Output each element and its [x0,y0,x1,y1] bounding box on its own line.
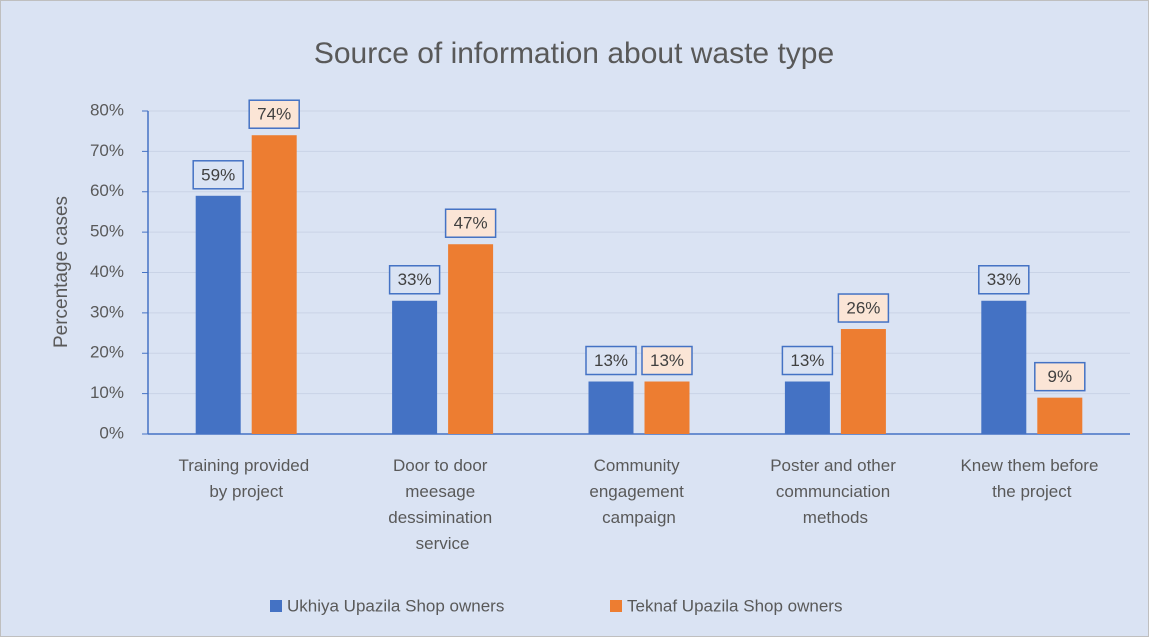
chart-title: Source of information about waste type [314,37,834,70]
data-label: 13% [594,351,628,370]
legend-label: Ukhiya Upazila Shop owners [287,596,504,615]
bar [448,244,494,434]
data-label-box [248,99,300,129]
y-axis-label: Percentage cases [51,196,72,348]
x-tick-label: Door to door meesage dessimination servi… [388,456,497,553]
legend-swatch [610,600,622,612]
data-label: 74% [257,105,291,124]
y-tick-label: 50% [90,222,124,241]
bar [840,329,886,434]
data-label: 47% [454,214,488,233]
x-tick-label: Community engagement campaign [589,456,688,527]
x-tick-label: Knew them before the project [960,456,1103,501]
x-tick-label: Training provided by project [178,456,313,501]
data-label: 13% [650,351,684,370]
bar [644,381,690,434]
bar [1037,397,1083,434]
data-label-box [585,345,637,376]
data-label-box [641,345,693,376]
bar [588,381,634,434]
data-label-box [444,208,497,238]
legend-label: Teknaf Upazila Shop owners [627,596,842,615]
data-label-box [388,265,441,295]
data-label: 33% [987,270,1021,289]
y-tick-label: 30% [90,302,124,321]
data-label-box [192,160,244,190]
bar [251,135,297,434]
data-label: 33% [398,270,432,289]
y-tick-label: 10% [90,383,124,402]
data-label-box [978,265,1030,295]
data-label-box [1034,361,1086,392]
data-label: 13% [790,351,824,370]
y-tick-label: 40% [90,262,124,281]
data-label: 59% [201,165,235,184]
legend-swatch [270,600,282,612]
y-tick-label: 0% [99,423,124,442]
y-tick-label: 80% [90,100,124,119]
y-tick-label: 60% [90,181,124,200]
y-tick-label: 70% [90,141,124,160]
data-label-box [837,293,890,323]
data-label: 9% [1048,367,1073,386]
bar [392,300,438,434]
bar [981,300,1027,434]
bar [784,381,830,434]
data-label: 26% [846,299,880,318]
x-tick-label: Poster and other communciation methods [770,456,900,527]
bar [195,195,241,434]
data-label-box [781,345,834,376]
y-tick-label: 20% [90,343,124,362]
